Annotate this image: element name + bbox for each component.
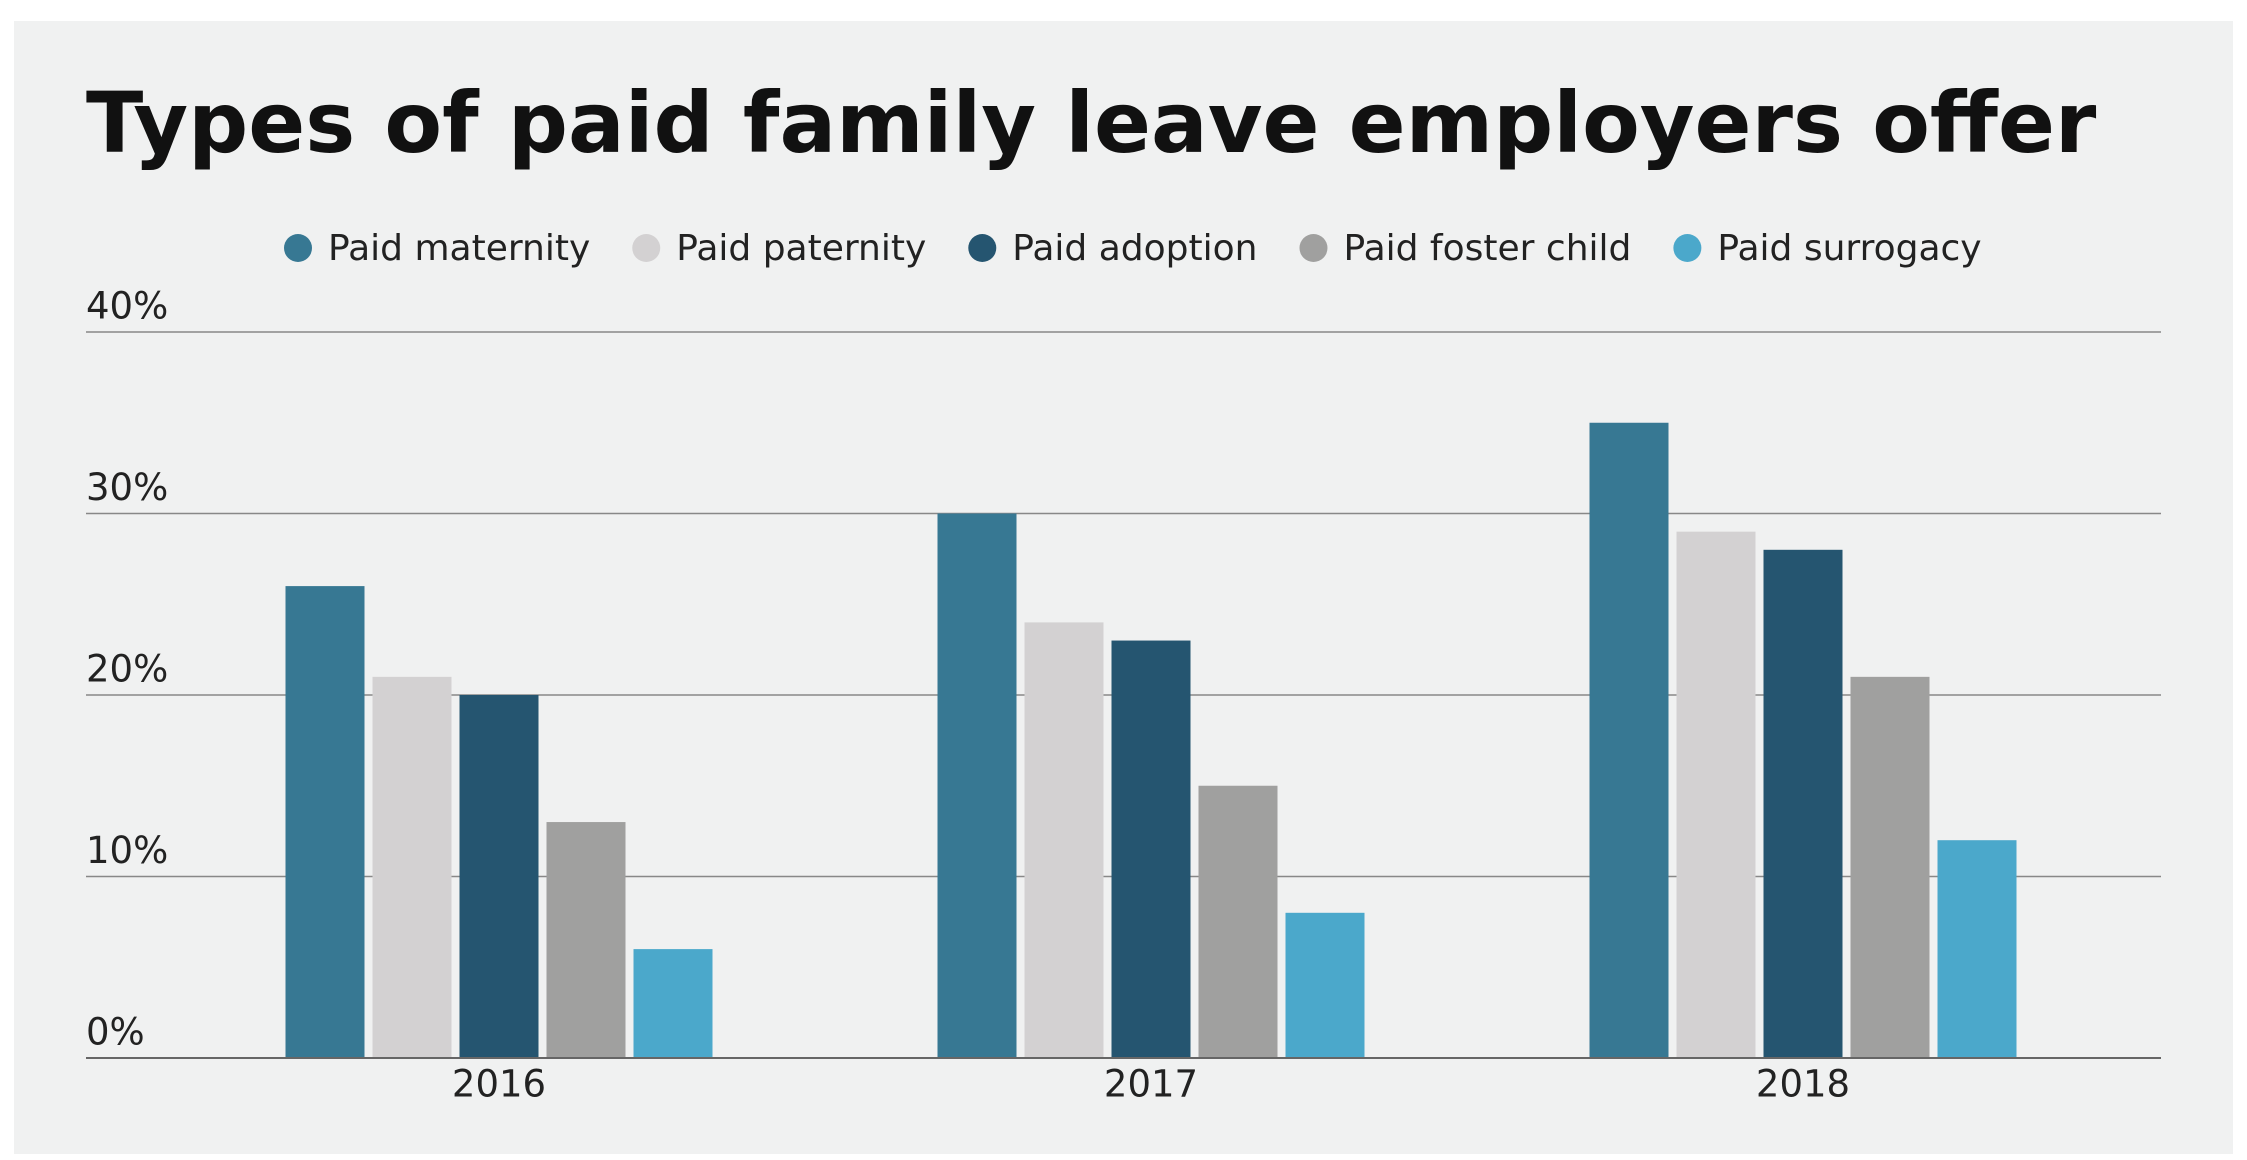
legend-label: Paid paternity xyxy=(676,228,926,269)
x-tick-label: 2016 xyxy=(452,1063,546,1106)
legend-label: Paid surrogacy xyxy=(1717,228,1981,269)
bar xyxy=(1763,549,1843,1058)
y-tick-label: 20% xyxy=(86,648,168,691)
bar xyxy=(459,695,539,1058)
legend-label: Paid maternity xyxy=(328,228,590,269)
y-tick-label: 40% xyxy=(86,285,168,328)
y-tick-label: 30% xyxy=(86,466,168,509)
y-tick-label: 0% xyxy=(86,1011,145,1054)
legend-label: Paid foster child xyxy=(1343,228,1631,269)
bar xyxy=(1024,622,1104,1058)
x-tick-label: 2017 xyxy=(1104,1063,1198,1106)
bar xyxy=(1676,531,1756,1058)
legend-swatch xyxy=(1673,234,1702,262)
bar xyxy=(372,676,452,1058)
bar xyxy=(633,949,713,1058)
bar xyxy=(1111,640,1191,1058)
bar xyxy=(937,513,1017,1058)
bar xyxy=(1937,840,2017,1058)
x-tick-label: 2018 xyxy=(1756,1063,1850,1106)
y-tick-label: 10% xyxy=(86,829,168,872)
bar xyxy=(1589,422,1669,1058)
bar xyxy=(1850,676,1930,1058)
bar xyxy=(285,586,365,1058)
legend-swatch xyxy=(632,234,661,262)
legend-swatch xyxy=(968,234,997,262)
legend-swatch xyxy=(1299,234,1328,262)
legend-label: Paid adoption xyxy=(1012,228,1257,269)
legend-swatch xyxy=(284,234,312,262)
bar xyxy=(1285,912,1365,1058)
chart-title: Types of paid family leave employers off… xyxy=(86,74,2097,172)
bar xyxy=(546,822,626,1058)
bar xyxy=(1198,785,1278,1058)
